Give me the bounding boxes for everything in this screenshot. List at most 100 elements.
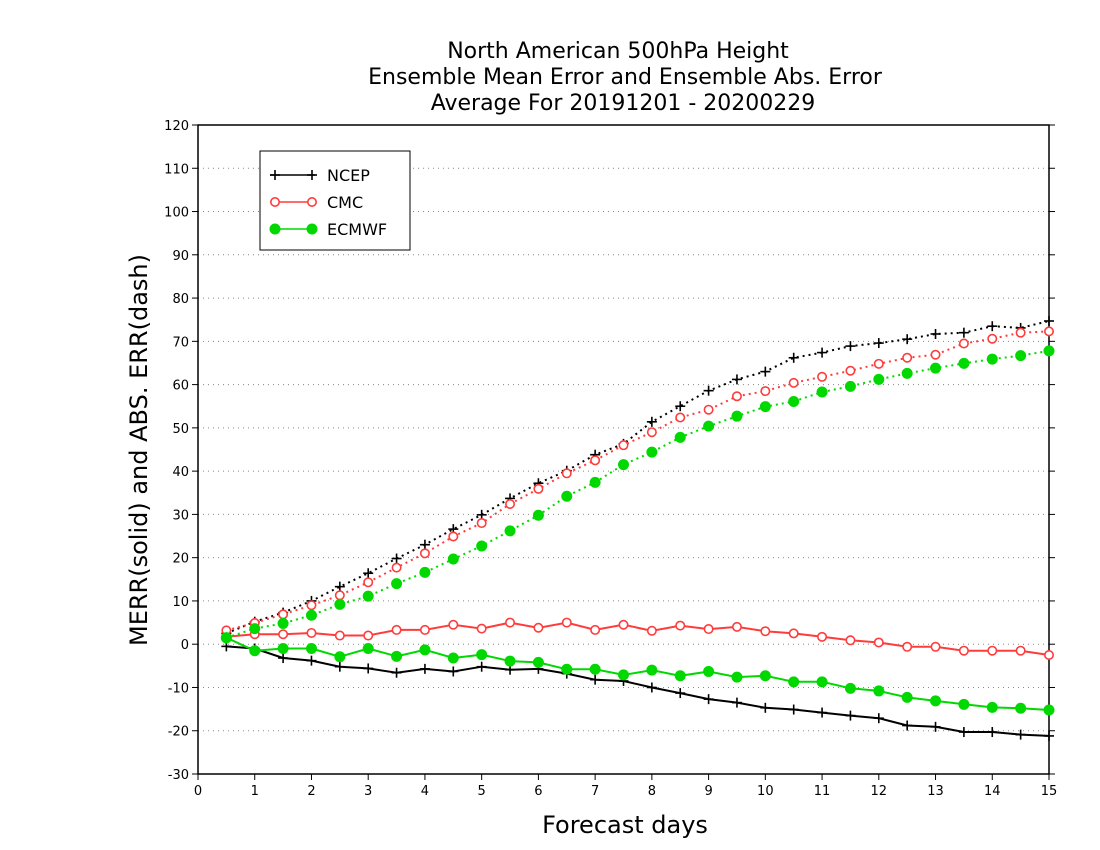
point-ecmwf-abs-error [362,590,374,602]
point-cmc-abs-error [1015,327,1026,338]
point-cmc-mean-error [1044,650,1055,661]
point-ncep-mean-error [1044,730,1054,741]
line-ecmwf-mean-error [225,636,1050,711]
x-tick-label: 3 [364,784,372,799]
y-tick-label: 90 [172,249,189,264]
point-ncep-mean-error [760,702,771,713]
point-ecmwf-mean-error [532,656,544,668]
y-tick-label: 60 [172,379,189,394]
y-tick-label: 120 [164,119,189,134]
legend-marker-right [306,223,318,235]
point-ecmwf-mean-error [646,664,658,676]
point-ncep-mean-error [902,720,913,731]
point-cmc-mean-error [448,619,459,630]
point-cmc-mean-error [533,622,544,633]
point-ecmwf-abs-error [249,623,261,635]
legend-item-ecmwf: ECMWF [269,220,387,239]
y-tick-label: 70 [172,335,189,350]
point-cmc-abs-error [760,386,771,397]
point-cmc-abs-error [419,548,430,559]
title-line-2: Ensemble Mean Error and Ensemble Abs. Er… [368,65,883,90]
point-ecmwf-mean-error [589,663,601,675]
point-ecmwf-mean-error [844,682,856,694]
line-ncep-abs-error [226,320,1050,635]
point-ecmwf-abs-error [532,509,544,521]
point-ncep-abs-error [703,385,714,396]
point-ncep-mean-error [788,704,799,715]
point-ncep-mean-error [675,688,686,699]
point-ecmwf-mean-error [277,643,289,655]
point-ecmwf-mean-error [788,676,800,688]
point-ecmwf-abs-error [816,386,828,398]
point-cmc-mean-error [987,645,998,656]
point-ecmwf-mean-error [249,645,261,657]
point-ncep-mean-error [334,661,345,672]
point-ncep-mean-error [448,666,459,677]
point-cmc-abs-error [902,352,913,363]
legend-marker-left [269,223,281,235]
point-ecmwf-abs-error [476,540,488,552]
point-ecmwf-abs-error [589,476,601,488]
point-ncep-mean-error [391,667,402,678]
point-cmc-abs-error [505,499,516,510]
point-cmc-mean-error [391,624,402,635]
point-cmc-abs-error [958,338,969,349]
point-ecmwf-abs-error [334,598,346,610]
y-tick-label: 50 [172,422,189,437]
x-tick-label: 6 [534,784,542,799]
point-ecmwf-abs-error [873,373,885,385]
x-tick-label: 0 [194,784,202,799]
point-cmc-mean-error [1015,645,1026,656]
point-ecmwf-abs-error [930,362,942,374]
point-ncep-mean-error [958,727,969,738]
point-cmc-abs-error [731,391,742,402]
point-ncep-mean-error [703,694,714,705]
point-ncep-mean-error [1015,729,1026,740]
series-ecmwf [220,345,1055,716]
point-ecmwf-abs-error [646,446,658,458]
point-cmc-mean-error [618,619,629,630]
series-layer [220,315,1055,741]
point-ncep-mean-error [278,653,289,664]
point-ecmwf-abs-error [901,367,913,379]
point-cmc-mean-error [902,641,913,652]
point-ncep-abs-error [760,366,771,377]
point-ncep-mean-error [817,707,828,718]
point-cmc-mean-error [306,627,317,638]
point-ncep-mean-error [646,682,657,693]
point-ecmwf-mean-error [816,676,828,688]
point-ecmwf-mean-error [618,669,629,681]
legend-items: NCEP CMC ECMWF [269,166,387,239]
point-ecmwf-mean-error [476,649,488,661]
x-tick-label: 7 [591,784,599,799]
point-ncep-abs-error [675,401,686,412]
point-ncep-mean-error [987,727,998,738]
point-ecmwf-mean-error [447,652,459,664]
line-ecmwf-abs-error [226,349,1050,639]
point-cmc-abs-error [533,483,544,494]
x-tick-label: 13 [927,784,944,799]
point-ecmwf-abs-error [277,617,289,629]
point-ecmwf-abs-error [703,420,715,432]
point-ecmwf-abs-error [674,431,686,443]
x-axis-label: Forecast days [542,811,708,839]
point-cmc-mean-error [788,628,799,639]
point-cmc-mean-error [873,637,884,648]
point-cmc-abs-error [391,562,402,573]
point-ncep-abs-error [419,539,430,550]
point-ncep-abs-error [391,553,402,564]
point-cmc-mean-error [703,624,714,635]
series-ncep [221,315,1054,741]
x-tick-label: 10 [757,784,774,799]
line-cmc-mean-error [226,621,1050,656]
point-cmc-abs-error [334,590,345,601]
point-ecmwf-abs-error [447,553,459,565]
point-ecmwf-abs-error [759,401,771,413]
point-ecmwf-mean-error [1015,702,1027,714]
point-ecmwf-mean-error [561,663,573,675]
legend-marker-right [307,170,317,180]
point-ncep-abs-error [873,338,884,349]
point-cmc-abs-error [448,531,459,542]
point-cmc-abs-error [590,455,601,466]
legend-item-ncep: NCEP [270,166,370,185]
